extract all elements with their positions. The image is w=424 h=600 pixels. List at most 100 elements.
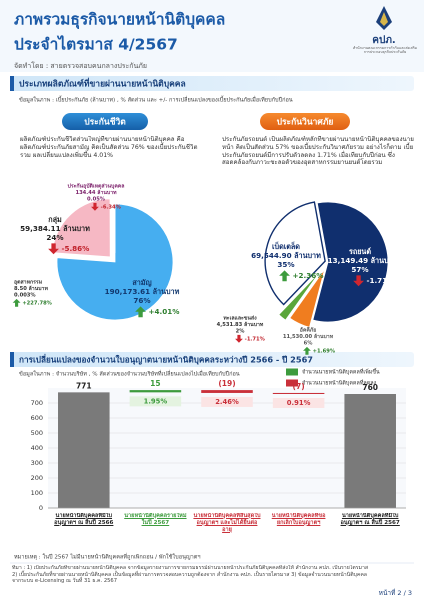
slice-value: 134.44 ล้านบาท — [75, 188, 117, 196]
change-bar — [129, 390, 182, 393]
y-tick-label: 700 — [31, 399, 43, 407]
change-bar — [272, 392, 325, 394]
logo: คปภ. — [372, 6, 396, 46]
section-accent — [10, 352, 14, 367]
nonlife-text-box: ประกันภัยรถยนต์ เป็นผลิตภัณฑ์หลักที่ขายผ… — [222, 136, 414, 167]
slice-share: 24% — [46, 233, 63, 242]
section-note: ข้อมูลในภาพ : จำนวนบริษัท , % สัดส่วนของ… — [19, 370, 240, 378]
change-arrow — [279, 270, 290, 282]
slice-change: -1.71% — [245, 336, 266, 342]
section-accent — [10, 76, 14, 91]
header-band — [0, 0, 424, 72]
section-note: ข้อมูลในภาพ : เบี้ยประกันภัย (ล้านบาท) ,… — [19, 96, 293, 104]
slice-share: 0.05% — [87, 197, 106, 203]
life-pill — [62, 113, 148, 130]
legend-swatch — [286, 368, 298, 376]
slice-name: กลุ่ม — [48, 215, 62, 224]
change-arrow — [48, 243, 59, 255]
x-category-label-box: นายหน้านิติบุคคลที่ขอยกเลิกใบอนุญาตฯ — [272, 513, 326, 526]
section-band — [10, 76, 414, 91]
value-label: 760 — [362, 383, 378, 392]
section-title: การเปลี่ยนแปลงของจำนวนใบอนุญาตนายหน้านิต… — [19, 354, 313, 366]
x-category-label: นายหน้านิติบุคคลที่มีใบอนุญาตฯ ณ สิ้นปี … — [340, 513, 400, 526]
slice-name: รถยนต์ — [349, 247, 371, 256]
slice-name: สามัญ — [132, 278, 151, 287]
slice-share: 6% — [304, 341, 314, 347]
pie-slice — [278, 270, 321, 321]
sources: ที่มา : 1) เบี้ยประกันภัยที่ขายผ่านนายหน… — [12, 565, 369, 584]
pct-label: 0.91% — [287, 399, 311, 407]
pie-slice — [264, 201, 326, 306]
x-category-label: นายหน้านิติบุคคลที่มีใบอนุญาตฯ ณ สิ้นปี … — [54, 513, 114, 526]
logo-text: คปภ. — [372, 34, 395, 46]
slice-value: 113,149.49 ล้านบาท — [323, 256, 398, 265]
x-category-label-box: นายหน้านิติบุคคลที่มีใบอนุญาตฯ ณ สิ้นปี … — [54, 513, 114, 526]
slice-value: 11,530.00 ล้านบาท — [283, 332, 334, 340]
y-tick-label: 100 — [31, 489, 43, 497]
pct-label: 2.46% — [215, 398, 239, 406]
slice-change: -1.71% — [366, 276, 394, 285]
y-tick-label: 0 — [39, 504, 43, 512]
change-arrow — [353, 275, 364, 287]
slice-value: 4,531.83 ล้านบาท — [217, 320, 264, 328]
slice-name: ประกันอุบัติเหตุส่วนบุคคล — [68, 183, 125, 190]
y-tick-label: 400 — [31, 444, 43, 452]
pie-slice — [289, 269, 325, 328]
life-text-box: ผลิตภัณฑ์ประกันชีวิตส่วนใหญ่ที่ขายผ่านนา… — [20, 136, 198, 159]
pct-box — [272, 398, 325, 408]
value-label: 771 — [76, 381, 92, 390]
page-number: หน้าที่ 2 / 3 — [379, 588, 412, 597]
value-label: (7) — [293, 382, 305, 391]
nonlife-pill — [260, 113, 350, 130]
slice-share: 35% — [277, 260, 294, 269]
slice-value: 8.50 ล้านบาท — [14, 284, 48, 292]
total-bar — [58, 392, 110, 508]
nonlife-label: ประกันวินาศภัย — [277, 117, 334, 128]
y-tick-label: 200 — [31, 474, 43, 482]
slice-value: 69,544.90 ล้านบาท — [251, 251, 321, 260]
slice-share: 57% — [351, 265, 368, 274]
slice-value: 59,384.11 ล้านบาท — [20, 224, 90, 233]
y-tick-label: 500 — [31, 429, 43, 437]
x-category-label: นายหน้านิติบุคคลรายใหม่ในปี 2567 — [124, 513, 187, 526]
nonlife-text: ประกันภัยรถยนต์ เป็นผลิตภัณฑ์หลักที่ขายผ… — [222, 136, 414, 167]
change-arrow — [303, 346, 311, 355]
pct-box — [201, 396, 253, 407]
slice-share: 76% — [133, 296, 150, 305]
footnote: หมายเหตุ : ในปี 2567 ไม่มีนายหน้านิติบุค… — [14, 553, 201, 561]
logo-emblem-inner — [380, 12, 388, 26]
total-bar — [344, 394, 396, 508]
change-arrow — [135, 306, 146, 318]
slice-change: +1.69% — [313, 348, 336, 354]
pct-box — [129, 396, 182, 407]
slice-change: +227.78% — [22, 300, 52, 306]
value-label: 15 — [150, 379, 160, 388]
change-arrow — [235, 334, 243, 343]
slice-name: อุตสาหกรรม — [14, 280, 43, 286]
pie-slice — [56, 203, 174, 321]
slice-value: 190,173.61 ล้านบาท — [105, 287, 180, 296]
y-tick-label: 600 — [31, 414, 43, 422]
slice-change: +4.01% — [148, 307, 179, 316]
change-arrow — [12, 298, 21, 307]
sources-box: ที่มา : 1) เบี้ยประกันภัยที่ขายผ่านนายหน… — [12, 565, 369, 584]
section-title: ประเภทผลิตภัณฑ์ที่ขายผ่านนายหน้านิติบุคค… — [19, 77, 186, 90]
life-label: ประกันชีวิต — [84, 117, 126, 128]
life-text: ผลิตภัณฑ์ประกันชีวิตส่วนใหญ่ที่ขายผ่านนา… — [20, 136, 198, 159]
title-line-2: ประจำไตรมาส 4/2567 — [14, 35, 178, 54]
prepared-by: จัดทำโดย : สายตรวจสอบคนกลางประกันภัย — [14, 61, 147, 70]
pct-label: 1.95% — [144, 397, 168, 405]
slice-name: ทะเลและขนส่ง — [223, 315, 257, 322]
logo-subtitle-box: สำนักงานคณะกรรมการกำกับและส่งเสริมการประ… — [353, 46, 417, 54]
title: ภาพรวมธุรกิจนายหน้านิติบุคคล — [14, 11, 225, 30]
x-category-label: นายหน้านิติบุคคลที่สิ้นสุดใบอนุญาตฯ และไ… — [193, 513, 261, 533]
legend-label: จำนวนนายหน้านิติบุคคลที่ลดลง — [302, 379, 377, 387]
slice-share: 2% — [236, 329, 246, 335]
x-category-label-box: นายหน้านิติบุคคลที่มีใบอนุญาตฯ ณ สิ้นปี … — [340, 513, 400, 526]
change-arrow — [91, 202, 99, 211]
slice-name: อัคคีภัย — [300, 327, 317, 334]
x-category-label-box: นายหน้านิติบุคคลรายใหม่ในปี 2567 — [124, 513, 187, 526]
change-bar — [201, 390, 253, 393]
section-band — [10, 352, 414, 367]
